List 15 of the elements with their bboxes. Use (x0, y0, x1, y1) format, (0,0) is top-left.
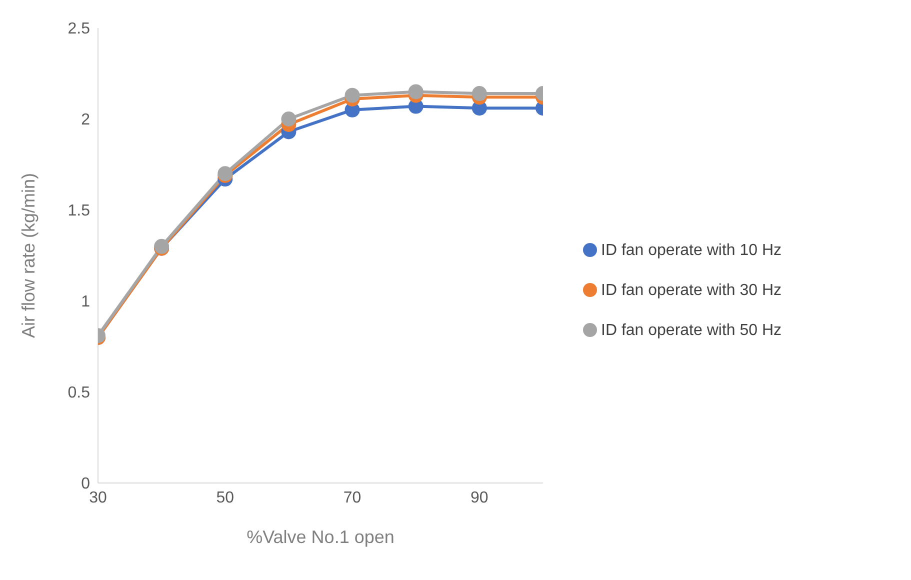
y-tick-label: 0 (81, 476, 90, 493)
y-tick-label: 2.5 (68, 20, 90, 38)
x-tick-label: 50 (216, 489, 234, 506)
x-tick-label: 30 (89, 489, 107, 506)
x-axis-title: %Valve No.1 open (246, 527, 394, 547)
x-tick-label: 90 (470, 489, 488, 506)
y-tick-label: 0.5 (68, 384, 90, 402)
legend-label: ID fan operate with 30 Hz (601, 282, 782, 298)
y-tick-label: 2 (81, 112, 90, 129)
legend-label: ID fan operate with 10 Hz (601, 242, 782, 258)
y-axis-title: Air flow rate (kg/min) (18, 172, 38, 338)
y-tick-label: 1.5 (68, 202, 90, 220)
y-tick-label: 1 (81, 294, 90, 311)
legend-label: ID fan operate with 50 Hz (601, 322, 782, 338)
x-tick-label: 70 (343, 489, 362, 506)
